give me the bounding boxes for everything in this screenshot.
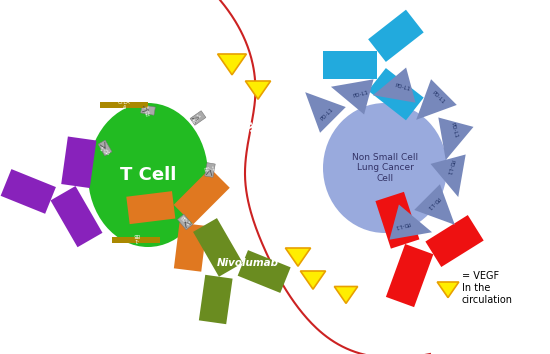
Polygon shape xyxy=(178,214,192,230)
Text: CTLA
4: CTLA 4 xyxy=(118,99,130,110)
Polygon shape xyxy=(61,137,96,188)
Polygon shape xyxy=(174,223,207,272)
Text: PD-1: PD-1 xyxy=(145,104,151,116)
Polygon shape xyxy=(1,169,56,214)
Polygon shape xyxy=(245,81,271,99)
Polygon shape xyxy=(300,271,326,289)
Polygon shape xyxy=(305,92,346,133)
Text: PD-L1: PD-L1 xyxy=(353,90,369,99)
Polygon shape xyxy=(438,118,474,160)
Text: Pembrolizumab: Pembrolizumab xyxy=(235,108,295,188)
Polygon shape xyxy=(414,184,455,225)
Text: PD-L1: PD-L1 xyxy=(426,196,441,210)
Text: PD-1: PD-1 xyxy=(99,143,111,153)
Polygon shape xyxy=(368,68,424,120)
Polygon shape xyxy=(437,282,459,298)
Ellipse shape xyxy=(323,103,447,233)
Polygon shape xyxy=(416,79,457,120)
Polygon shape xyxy=(323,51,377,79)
Polygon shape xyxy=(285,248,311,266)
Polygon shape xyxy=(126,191,175,224)
Polygon shape xyxy=(425,215,483,267)
Polygon shape xyxy=(112,237,160,243)
Polygon shape xyxy=(98,140,112,156)
Polygon shape xyxy=(334,286,358,303)
Text: PD-L1: PD-L1 xyxy=(446,159,455,176)
Polygon shape xyxy=(199,275,233,324)
Text: PD-L1: PD-L1 xyxy=(449,122,458,139)
Text: Bevacizumab: Bevacizumab xyxy=(377,315,453,345)
Polygon shape xyxy=(51,186,102,247)
Polygon shape xyxy=(368,10,424,62)
Text: Ipilimumab: Ipilimumab xyxy=(19,290,85,300)
Text: = VEGF
In the
circulation: = VEGF In the circulation xyxy=(462,272,513,304)
Polygon shape xyxy=(218,54,246,75)
Text: PD-1: PD-1 xyxy=(204,166,216,173)
Polygon shape xyxy=(193,218,243,277)
Text: PD-L1: PD-L1 xyxy=(431,91,446,105)
Text: PD-L1: PD-L1 xyxy=(394,220,411,229)
Polygon shape xyxy=(376,192,420,249)
Text: PD-L1: PD-L1 xyxy=(394,83,411,92)
Polygon shape xyxy=(238,250,290,293)
Polygon shape xyxy=(205,162,215,177)
Text: Non Small Cell
Lung Cancer
Cell: Non Small Cell Lung Cancer Cell xyxy=(352,153,418,183)
Polygon shape xyxy=(389,205,432,240)
Polygon shape xyxy=(373,68,416,103)
Text: PD-1: PD-1 xyxy=(192,112,204,124)
Ellipse shape xyxy=(88,103,208,247)
Text: Nivolumab: Nivolumab xyxy=(217,258,279,268)
Text: T Cell: T Cell xyxy=(120,166,176,184)
Polygon shape xyxy=(331,79,373,114)
Polygon shape xyxy=(141,105,155,115)
Text: PD-L1: PD-L1 xyxy=(320,107,334,121)
Polygon shape xyxy=(174,168,230,224)
Text: Atezolizumab: Atezolizumab xyxy=(303,0,313,67)
Polygon shape xyxy=(386,244,433,307)
Polygon shape xyxy=(190,111,206,125)
Text: 4
-1
BB: 4 -1 BB xyxy=(133,232,139,248)
Polygon shape xyxy=(100,102,148,108)
Polygon shape xyxy=(431,154,466,197)
Text: PD-1: PD-1 xyxy=(179,216,191,228)
